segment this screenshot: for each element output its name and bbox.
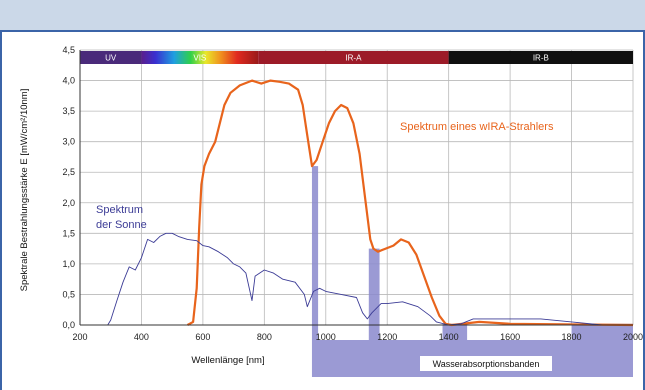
frame-border-left (0, 30, 2, 390)
spectral-band-label-vis: VIS (193, 54, 206, 63)
spectral-band-label-ir-b: IR-B (533, 54, 549, 63)
water-band-3 (571, 323, 633, 340)
x-tick-label-3: 800 (257, 332, 272, 342)
series-line-0 (186, 79, 634, 327)
title-bar (0, 0, 645, 30)
spectral-band-bar: UV VIS IR-A IR-B (80, 51, 633, 64)
water-band-label: Wasserabsorptionsbanden (433, 359, 540, 369)
water-band-1 (368, 248, 380, 340)
x-tick-label-5: 1200 (377, 332, 397, 342)
y-tick-label-3: 1,5 (62, 228, 75, 238)
y-tick-label-6: 3,0 (62, 137, 75, 147)
y-tick-label-0: 0,0 (62, 320, 75, 330)
x-tick-label-7: 1600 (500, 332, 520, 342)
grid (79, 49, 634, 326)
y-axis-label: Spektrale Bestrahlungsstärke E [mW/cm²/1… (19, 89, 30, 292)
y-tick-label-8: 4,0 (62, 76, 75, 86)
x-axis-label: Wellenlänge [nm] (191, 355, 264, 366)
y-tick-label-4: 2,0 (62, 198, 75, 208)
series-line-1 (107, 232, 633, 326)
spectral-band-ir-b (448, 51, 633, 64)
sun-spectrum-label-line2: der Sonne (96, 219, 147, 231)
spectral-band-ir-a (258, 51, 449, 64)
spectral-band-uv (80, 51, 142, 64)
tick-labels: 200 400 600 800 1000 1200 1400 1600 1800 2000 0,0 0… (62, 45, 643, 342)
spectral-band-label-uv: UV (105, 54, 117, 63)
wira-spectrum-label: Spektrum eines wIRA-Strahlers (400, 121, 554, 133)
water-absorption-bands (311, 166, 633, 377)
x-tick-label-4: 1000 (316, 332, 336, 342)
water-band-label-box (420, 356, 552, 371)
x-tick-label-0: 200 (72, 332, 87, 342)
x-tick-label-6: 1400 (439, 332, 459, 342)
frame-border-right (643, 30, 645, 390)
spectral-band-label-ir-a: IR-A (345, 54, 362, 63)
spectral-band-vis (141, 51, 259, 64)
water-band-2 (442, 323, 468, 340)
y-tick-label-9: 4,5 (62, 45, 75, 55)
frame-border-top (0, 30, 645, 32)
axes (79, 50, 633, 326)
series-lines (107, 79, 634, 327)
water-band-0 (311, 166, 319, 340)
y-tick-label-5: 2,5 (62, 167, 75, 177)
x-tick-label-8: 1800 (562, 332, 582, 342)
x-tick-label-1: 400 (134, 332, 149, 342)
y-tick-label-2: 1,0 (62, 259, 75, 269)
y-tick-label-1: 0,5 (62, 289, 75, 299)
x-tick-label-2: 600 (195, 332, 210, 342)
x-tick-label-9: 2000 (623, 332, 643, 342)
sun-spectrum-label-line1: Spektrum (96, 204, 143, 216)
y-tick-label-7: 3,5 (62, 106, 75, 116)
